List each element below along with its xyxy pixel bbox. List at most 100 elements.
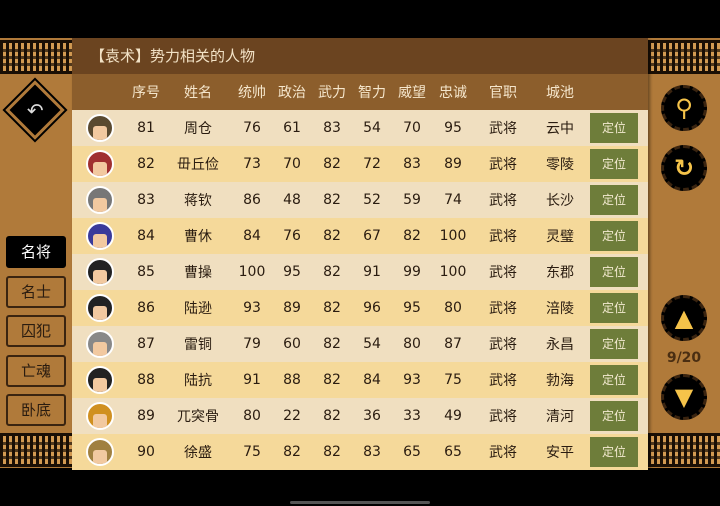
avatar[interactable] <box>86 222 114 250</box>
tab-1[interactable]: 名士 <box>6 276 66 308</box>
cell-city: 长沙 <box>546 193 574 209</box>
locate-button[interactable]: 定位 <box>590 113 638 143</box>
cell-post: 武将 <box>489 229 517 245</box>
cell-ts: 93 <box>243 300 261 316</box>
locate-button[interactable]: 定位 <box>590 401 638 431</box>
cell-zl: 83 <box>363 444 381 460</box>
table-row[interactable]: 87 雷铜 79 60 82 54 80 87 武将 永昌 定位 <box>72 326 648 362</box>
cell-ts: 73 <box>243 156 261 172</box>
tab-0[interactable]: 名将 <box>6 236 66 268</box>
cell-zc: 100 <box>439 228 467 244</box>
cell-zl: 84 <box>363 372 381 388</box>
refresh-button[interactable]: ↻ <box>661 145 707 191</box>
cell-ts: 100 <box>238 264 266 280</box>
avatar[interactable] <box>86 330 114 358</box>
cell-name: 陆抗 <box>184 373 212 389</box>
cell-city: 勃海 <box>546 373 574 389</box>
page-down-button[interactable]: ▼ <box>661 374 707 420</box>
cell-ww: 65 <box>403 444 421 460</box>
column-header: 武力 <box>318 85 346 101</box>
cell-zl: 96 <box>363 300 381 316</box>
cell-name: 周仓 <box>184 121 212 137</box>
locate-button[interactable]: 定位 <box>590 185 638 215</box>
tab-3[interactable]: 亡魂 <box>6 355 66 387</box>
cell-city: 安平 <box>546 445 574 461</box>
avatar[interactable] <box>86 402 114 430</box>
avatar-cell <box>72 366 128 394</box>
cell-id: 87 <box>137 336 155 352</box>
cell-id: 85 <box>137 264 155 280</box>
cell-id: 86 <box>137 300 155 316</box>
cell-zc: 100 <box>439 264 467 280</box>
cell-wl: 82 <box>323 192 341 208</box>
table-row[interactable]: 83 蒋钦 86 48 82 52 59 74 武将 长沙 定位 <box>72 182 648 218</box>
avatar[interactable] <box>86 114 114 142</box>
avatar[interactable] <box>86 294 114 322</box>
column-header: 威望 <box>398 85 426 101</box>
table-row[interactable]: 90 徐盛 75 82 82 83 65 65 武将 安平 定位 <box>72 434 648 470</box>
cell-post: 武将 <box>489 337 517 353</box>
locate-button[interactable]: 定位 <box>590 257 638 287</box>
table-row[interactable]: 88 陆抗 91 88 82 84 93 75 武将 勃海 定位 <box>72 362 648 398</box>
avatar-cell <box>72 330 128 358</box>
cell-zz: 82 <box>283 444 301 460</box>
cell-post: 武将 <box>489 193 517 209</box>
locate-button[interactable]: 定位 <box>590 437 638 467</box>
cell-ww: 95 <box>403 300 421 316</box>
locate-button[interactable]: 定位 <box>590 149 638 179</box>
locate-button[interactable]: 定位 <box>590 221 638 251</box>
table-row[interactable]: 84 曹休 84 76 82 67 82 100 武将 灵璧 定位 <box>72 218 648 254</box>
tab-4[interactable]: 卧底 <box>6 394 66 426</box>
cell-zz: 22 <box>283 408 301 424</box>
cell-wl: 82 <box>323 228 341 244</box>
cell-zl: 72 <box>363 156 381 172</box>
cell-zz: 70 <box>283 156 301 172</box>
cell-ww: 83 <box>403 156 421 172</box>
cell-zc: 75 <box>444 372 462 388</box>
table-row[interactable]: 82 毌丘俭 73 70 82 72 83 89 武将 零陵 定位 <box>72 146 648 182</box>
home-indicator[interactable] <box>290 501 430 504</box>
table-row[interactable]: 89 兀突骨 80 22 82 36 33 49 武将 清河 定位 <box>72 398 648 434</box>
cell-wl: 82 <box>323 300 341 316</box>
locate-button[interactable]: 定位 <box>590 293 638 323</box>
cell-zl: 91 <box>363 264 381 280</box>
page-indicator: 9/20 <box>666 350 702 366</box>
table-row[interactable]: 85 曹操 100 95 82 91 99 100 武将 东郡 定位 <box>72 254 648 290</box>
cell-zz: 76 <box>283 228 301 244</box>
avatar-cell <box>72 402 128 430</box>
cell-id: 89 <box>137 408 155 424</box>
cell-wl: 82 <box>323 264 341 280</box>
locate-button[interactable]: 定位 <box>590 329 638 359</box>
cell-zl: 54 <box>363 336 381 352</box>
cell-zc: 74 <box>444 192 462 208</box>
avatar-cell <box>72 294 128 322</box>
tab-2[interactable]: 囚犯 <box>6 315 66 347</box>
avatar[interactable] <box>86 150 114 178</box>
triangle-down-icon: ▼ <box>674 383 694 411</box>
locate-button[interactable]: 定位 <box>590 365 638 395</box>
cell-id: 84 <box>137 228 155 244</box>
avatar-cell <box>72 114 128 142</box>
cell-name: 曹操 <box>184 265 212 281</box>
cell-ts: 86 <box>243 192 261 208</box>
avatar[interactable] <box>86 186 114 214</box>
cell-zc: 65 <box>444 444 462 460</box>
cell-id: 88 <box>137 372 155 388</box>
character-panel: 【袁术】势力相关的人物 序号 姓名 统帅 政治 武力 智力 威望 忠诚 官职 城池 81 周仓 76 6… <box>72 38 648 470</box>
cell-ts: 75 <box>243 444 261 460</box>
avatar[interactable] <box>86 366 114 394</box>
table-row[interactable]: 81 周仓 76 61 83 54 70 95 武将 云中 定位 <box>72 110 648 146</box>
cell-city: 零陵 <box>546 157 574 173</box>
avatar[interactable] <box>86 438 114 466</box>
refresh-icon: ↻ <box>673 154 695 182</box>
cell-post: 武将 <box>489 409 517 425</box>
column-header: 城池 <box>546 85 574 101</box>
page-up-button[interactable]: ▲ <box>661 295 707 341</box>
cell-city: 清河 <box>546 409 574 425</box>
table-row[interactable]: 86 陆逊 93 89 82 96 95 80 武将 涪陵 定位 <box>72 290 648 326</box>
cell-zc: 87 <box>444 336 462 352</box>
cell-ts: 80 <box>243 408 261 424</box>
avatar[interactable] <box>86 258 114 286</box>
search-button[interactable]: ⚲ <box>661 85 707 131</box>
cell-name: 曹休 <box>184 229 212 245</box>
